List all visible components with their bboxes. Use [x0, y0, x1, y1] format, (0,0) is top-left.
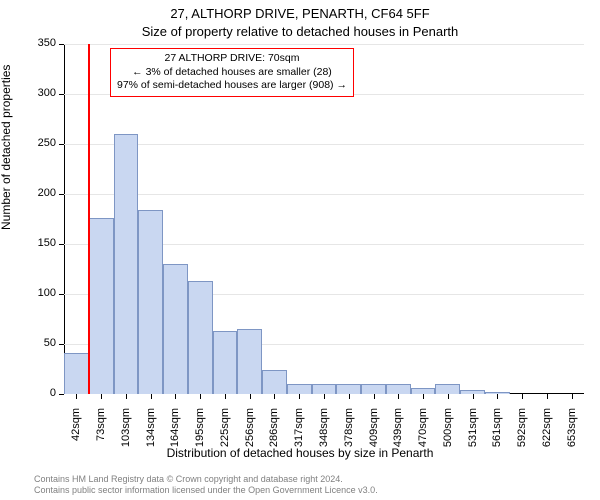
- y-tick: [59, 244, 64, 245]
- y-tick: [59, 344, 64, 345]
- y-tick-label: 300: [26, 87, 56, 99]
- x-tick: [299, 394, 300, 399]
- x-tick: [374, 394, 375, 399]
- y-tick: [59, 194, 64, 195]
- x-tick: [572, 394, 573, 399]
- caption-line2: Contains public sector information licen…: [34, 485, 378, 495]
- histogram-bar: [336, 384, 361, 394]
- caption-line1: Contains HM Land Registry data © Crown c…: [34, 474, 343, 484]
- x-tick: [250, 394, 251, 399]
- y-tick-label: 150: [26, 237, 56, 249]
- y-tick: [59, 44, 64, 45]
- annotation-line3: 97% of semi-detached houses are larger (…: [117, 79, 347, 93]
- x-axis-label: Distribution of detached houses by size …: [0, 446, 600, 460]
- y-tick: [59, 294, 64, 295]
- x-tick: [175, 394, 176, 399]
- y-tick-label: 200: [26, 187, 56, 199]
- y-tick-label: 100: [26, 287, 56, 299]
- x-tick: [398, 394, 399, 399]
- histogram-bar: [287, 384, 312, 394]
- annotation-line1: 27 ALTHORP DRIVE: 70sqm: [117, 52, 347, 66]
- gridline: [64, 44, 584, 45]
- histogram-bar: [361, 384, 386, 394]
- histogram-bar: [163, 264, 188, 394]
- histogram-bar: [435, 384, 460, 394]
- y-tick: [59, 394, 64, 395]
- x-tick: [274, 394, 275, 399]
- y-tick-label: 350: [26, 37, 56, 49]
- y-tick-label: 0: [26, 387, 56, 399]
- x-tick: [547, 394, 548, 399]
- x-tick: [522, 394, 523, 399]
- x-tick: [200, 394, 201, 399]
- x-tick: [497, 394, 498, 399]
- x-tick: [101, 394, 102, 399]
- chart-title-line2: Size of property relative to detached ho…: [0, 24, 600, 39]
- y-tick: [59, 144, 64, 145]
- y-axis-label: Number of detached properties: [0, 65, 13, 230]
- x-tick: [225, 394, 226, 399]
- x-tick: [76, 394, 77, 399]
- x-tick: [423, 394, 424, 399]
- histogram-bar: [188, 281, 213, 394]
- y-axis-line: [64, 44, 65, 394]
- x-tick: [151, 394, 152, 399]
- histogram-bar: [237, 329, 262, 394]
- gridline: [64, 144, 584, 145]
- reference-line: [88, 44, 90, 394]
- histogram-bar: [213, 331, 238, 394]
- y-tick-label: 250: [26, 137, 56, 149]
- annotation-line2: ← 3% of detached houses are smaller (28): [117, 66, 347, 80]
- x-tick: [349, 394, 350, 399]
- histogram-bar: [114, 134, 139, 394]
- chart-title-line1: 27, ALTHORP DRIVE, PENARTH, CF64 5FF: [0, 6, 600, 21]
- annotation-box: 27 ALTHORP DRIVE: 70sqm← 3% of detached …: [110, 48, 354, 97]
- y-tick-label: 50: [26, 337, 56, 349]
- histogram-bar: [312, 384, 337, 394]
- x-tick: [448, 394, 449, 399]
- y-tick: [59, 94, 64, 95]
- chart-container: 27, ALTHORP DRIVE, PENARTH, CF64 5FF Siz…: [0, 0, 600, 500]
- x-tick: [473, 394, 474, 399]
- histogram-bar: [89, 218, 114, 394]
- x-tick: [126, 394, 127, 399]
- plot-area: 05010015020025030035042sqm73sqm103sqm134…: [64, 44, 584, 394]
- x-tick: [324, 394, 325, 399]
- histogram-bar: [138, 210, 163, 394]
- histogram-bar: [386, 384, 411, 394]
- histogram-bar: [64, 353, 89, 394]
- histogram-bar: [262, 370, 287, 394]
- gridline: [64, 194, 584, 195]
- caption: Contains HM Land Registry data © Crown c…: [34, 474, 590, 497]
